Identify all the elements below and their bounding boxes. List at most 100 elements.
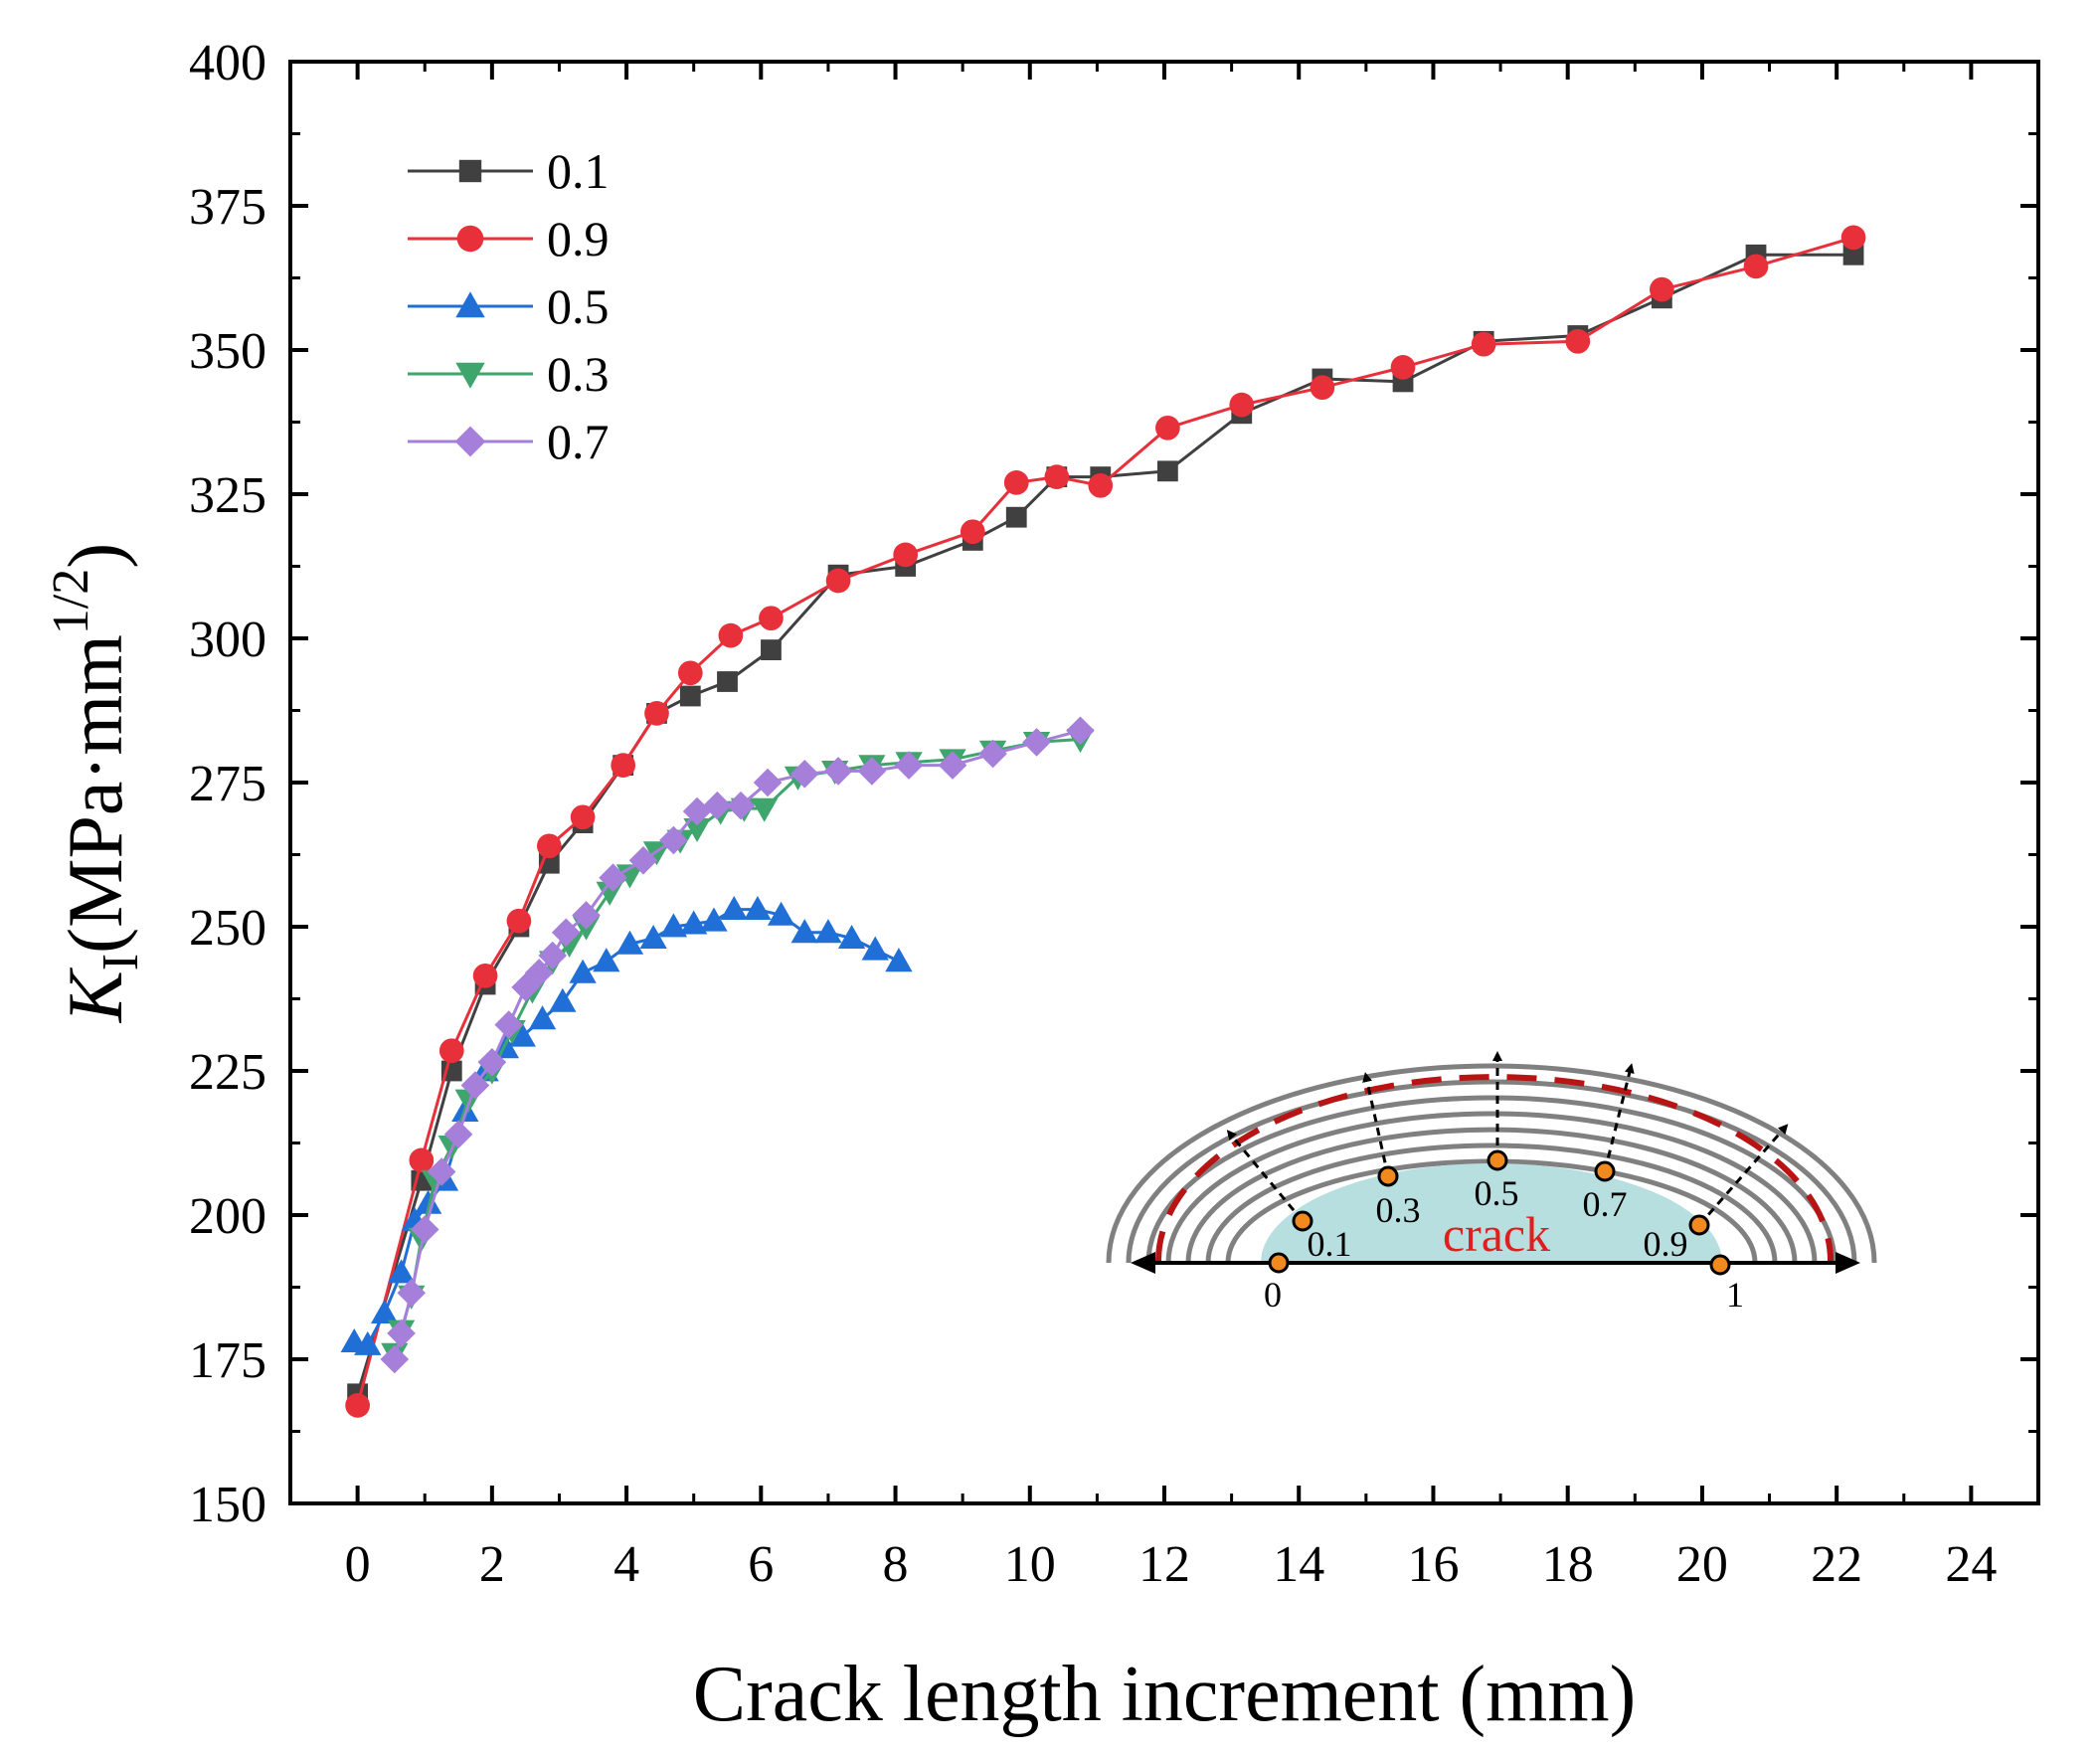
point-0_5-11 (528, 1005, 557, 1030)
y-tick-label-350: 350 (189, 323, 266, 380)
legend-entry-0_1: 0.1 (408, 143, 610, 199)
inset-crack-label: crack (1443, 1206, 1550, 1262)
legend-entry-0_3: 0.3 (408, 346, 610, 402)
y-tick-label-300: 300 (189, 612, 266, 668)
series-layer (340, 225, 1866, 1418)
series-0_3 (381, 729, 1095, 1367)
point-0_7-21 (789, 760, 819, 789)
point-0_9-23 (1565, 328, 1591, 354)
point-0_5-25 (837, 924, 866, 949)
y-tick-label-250: 250 (189, 900, 266, 957)
x-tick-label-10: 10 (1004, 1536, 1056, 1593)
point-0_5-3 (387, 1259, 416, 1284)
point-0_7-7 (477, 1048, 507, 1077)
point-0_9-20 (1310, 375, 1335, 401)
x-tick-label-2: 2 (479, 1536, 505, 1593)
legend-label-0_5: 0.5 (547, 278, 610, 334)
y-axis: 150 175 200 225 250 275 300 325 350 375 400 (189, 35, 2038, 1533)
y-axis-label-symbol: K (52, 967, 138, 1023)
point-0_3-20 (751, 797, 779, 822)
inset-label-1: 1 (1726, 1275, 1744, 1315)
point-0_9-19 (1229, 392, 1255, 418)
point-0_3-17 (683, 818, 711, 843)
point-0_9-7 (611, 753, 636, 778)
point-0_7-4 (427, 1157, 456, 1186)
point-0_1-10 (717, 671, 738, 692)
point-0_5-10 (508, 1022, 536, 1047)
point-0_7-28 (1066, 716, 1095, 746)
inset-label-0.3: 0.3 (1376, 1190, 1421, 1230)
point-0_7-23 (857, 757, 887, 786)
point-0_7-5 (443, 1120, 473, 1149)
point-0_5-21 (744, 895, 772, 920)
legend: 0.1 0.9 0.5 0.3 0.7 (408, 143, 610, 469)
series-0_5 (340, 895, 913, 1355)
point-0_5-26 (861, 936, 889, 961)
y-axis-label-subscript: I (92, 954, 149, 970)
y-axis-label-unit: (MPa·mm (52, 634, 138, 954)
point-0_7-6 (460, 1071, 490, 1100)
point-0_7-26 (978, 739, 1007, 769)
point-0_5-18 (680, 910, 708, 935)
x-tick-label-12: 12 (1138, 1536, 1190, 1593)
point-0_9-4 (506, 908, 532, 934)
point-0_9-1 (409, 1147, 435, 1173)
point-0_5-22 (767, 901, 795, 926)
point-0_9-14 (960, 519, 985, 545)
x-tick-label-8: 8 (883, 1536, 909, 1593)
point-0_9-15 (1003, 470, 1029, 495)
point-0_9-0 (345, 1393, 370, 1418)
point-0_5-23 (790, 919, 818, 944)
legend-entry-0_5: 0.5 (408, 278, 610, 334)
point-0_9-18 (1155, 415, 1180, 440)
legend-marker-0_7 (454, 426, 486, 457)
point-0_9-8 (644, 701, 669, 726)
point-0_7-10 (524, 959, 554, 987)
front-point-0.3 (1377, 1165, 1399, 1187)
inset-axis-right-arrow (1836, 1252, 1860, 1274)
point-0_5-14 (593, 948, 620, 972)
point-0_9-13 (893, 542, 919, 568)
point-0_1-11 (761, 639, 782, 660)
point-0_7-27 (1022, 728, 1051, 757)
point-0_5-19 (700, 907, 728, 932)
series-0_9 (345, 225, 1866, 1418)
inset-label-0.9: 0.9 (1644, 1224, 1688, 1264)
point-0_7-0 (380, 1344, 410, 1374)
point-0_9-22 (1471, 331, 1496, 357)
x-tick-label-4: 4 (613, 1536, 639, 1593)
y-axis-label-superscript: 1/2 (43, 569, 99, 634)
final-crack-front-dashed (1155, 1074, 1834, 1262)
inset-label-0: 0 (1264, 1275, 1282, 1315)
point-0_7-13 (572, 901, 601, 930)
point-0_7-19 (726, 791, 756, 820)
y-axis-label-close: ) (52, 543, 138, 569)
point-0_9-2 (438, 1038, 464, 1064)
point-0_9-17 (1088, 472, 1114, 498)
point-0_7-24 (894, 751, 924, 780)
x-tick-label-16: 16 (1407, 1536, 1459, 1593)
point-0_5-1 (354, 1330, 382, 1355)
point-0_7-15 (628, 846, 658, 875)
legend-label-0_1: 0.1 (547, 143, 610, 199)
x-axis-label: Crack length increment (mm) (693, 1651, 1637, 1738)
series-line-0_7 (393, 729, 1081, 1360)
inset-label-0.5: 0.5 (1475, 1173, 1519, 1213)
point-0_7-18 (703, 791, 732, 820)
x-tick-label-24: 24 (1945, 1536, 1997, 1593)
y-tick-label-225: 225 (189, 1044, 266, 1101)
y-tick-label-375: 375 (189, 179, 266, 236)
point-0_7-12 (551, 918, 581, 948)
point-0_5-2 (371, 1299, 399, 1323)
point-0_7-1 (387, 1319, 416, 1348)
point-0_7-16 (659, 825, 688, 855)
growth-direction-arrows (1226, 1051, 1789, 1226)
legend-marker-0_1 (458, 159, 482, 183)
point-0_9-24 (1650, 276, 1674, 302)
series-0_7 (380, 716, 1095, 1374)
point-0_5-16 (639, 924, 667, 949)
point-0_7-14 (599, 863, 627, 892)
point-0_9-16 (1044, 464, 1070, 489)
front-point-1 (1709, 1254, 1731, 1276)
